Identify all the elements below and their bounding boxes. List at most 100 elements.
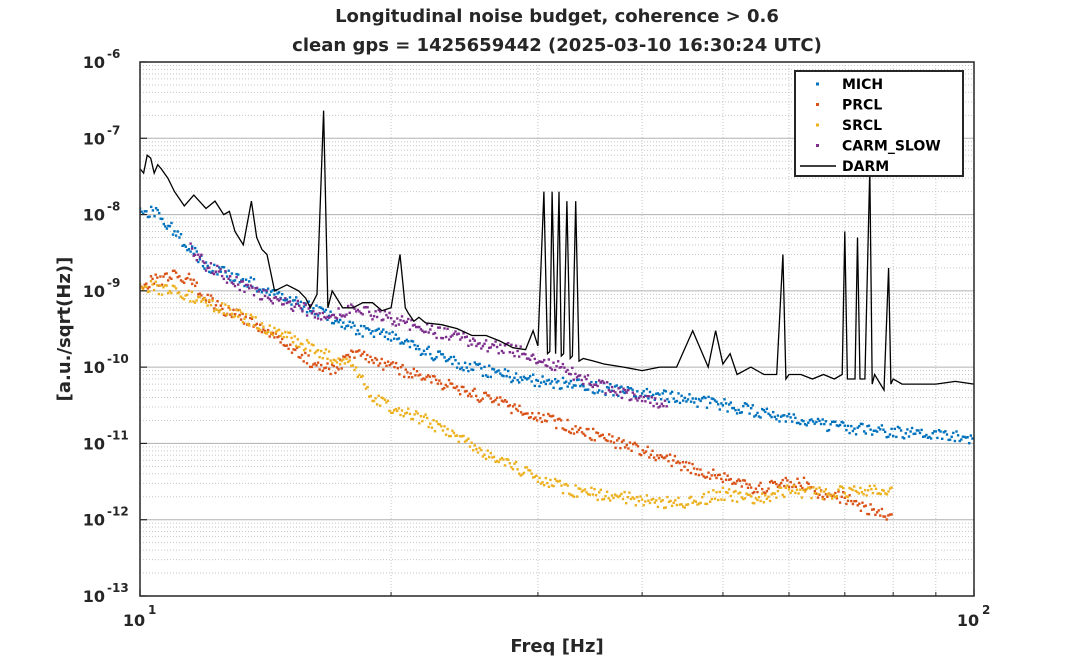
data-point xyxy=(298,345,301,348)
data-point xyxy=(802,419,805,423)
data-point xyxy=(689,495,693,499)
data-point xyxy=(867,424,871,427)
y-tick-exponent: -7 xyxy=(107,123,120,137)
data-point xyxy=(170,221,173,225)
data-point xyxy=(525,357,529,360)
data-point xyxy=(783,495,786,499)
data-point xyxy=(334,359,337,362)
data-point xyxy=(323,315,326,319)
data-point xyxy=(241,280,245,283)
data-point xyxy=(232,282,235,286)
data-point xyxy=(211,299,214,302)
data-point xyxy=(854,499,858,503)
data-point xyxy=(291,309,295,312)
data-point xyxy=(544,476,547,480)
data-point xyxy=(463,361,467,364)
data-point xyxy=(600,434,603,437)
data-point xyxy=(681,461,685,464)
data-point xyxy=(255,327,259,330)
data-point xyxy=(712,397,715,401)
data-point xyxy=(492,368,496,371)
data-point xyxy=(808,487,812,490)
data-point xyxy=(472,368,475,372)
data-point xyxy=(393,337,396,340)
data-point xyxy=(561,492,565,495)
data-point xyxy=(696,503,699,506)
data-point xyxy=(688,393,691,396)
data-point xyxy=(406,371,409,374)
data-point xyxy=(284,330,287,334)
data-point xyxy=(816,496,820,499)
data-point xyxy=(674,499,677,502)
data-point xyxy=(823,422,826,426)
data-point xyxy=(811,420,815,423)
data-point xyxy=(516,409,520,412)
data-point xyxy=(342,355,345,358)
data-point xyxy=(691,501,694,504)
data-point xyxy=(337,321,340,324)
data-point xyxy=(831,420,834,423)
data-point xyxy=(282,335,285,339)
data-point xyxy=(268,324,271,327)
data-point xyxy=(361,374,364,378)
data-point xyxy=(590,438,593,441)
data-point xyxy=(871,508,874,511)
data-point xyxy=(500,456,504,460)
data-point xyxy=(550,368,554,371)
data-point xyxy=(462,369,465,372)
data-point xyxy=(601,433,604,436)
data-point xyxy=(607,386,610,389)
data-point xyxy=(582,432,585,436)
data-point xyxy=(419,353,423,356)
data-point xyxy=(956,434,960,437)
data-point xyxy=(731,499,734,502)
data-point xyxy=(343,327,347,330)
data-point xyxy=(218,266,221,269)
data-point xyxy=(257,290,260,293)
data-point xyxy=(408,328,412,331)
data-point xyxy=(602,497,606,501)
data-point xyxy=(216,273,219,276)
data-point xyxy=(888,433,892,436)
data-point xyxy=(407,340,410,343)
data-point xyxy=(159,217,162,220)
data-point xyxy=(276,336,279,339)
data-point xyxy=(371,399,374,403)
data-point xyxy=(511,379,515,382)
data-point xyxy=(316,361,320,364)
data-point xyxy=(486,394,489,397)
data-point xyxy=(463,440,467,443)
data-point xyxy=(688,496,691,500)
data-point xyxy=(658,393,661,396)
data-point xyxy=(480,367,483,370)
data-point xyxy=(335,317,339,320)
data-point xyxy=(552,361,555,364)
data-point xyxy=(339,363,342,366)
data-point xyxy=(860,491,864,494)
data-point xyxy=(302,349,306,352)
data-point xyxy=(290,307,293,311)
data-point xyxy=(259,298,262,301)
data-point xyxy=(838,485,842,488)
data-point xyxy=(313,362,317,365)
data-point xyxy=(268,298,271,301)
data-point xyxy=(831,497,834,500)
data-point xyxy=(346,304,350,308)
data-point xyxy=(407,317,410,321)
data-point xyxy=(236,308,240,312)
data-point xyxy=(797,421,800,425)
data-point xyxy=(715,400,718,403)
data-point xyxy=(768,414,772,417)
data-point xyxy=(577,487,580,490)
data-point xyxy=(853,485,856,488)
data-point xyxy=(516,349,519,353)
data-point xyxy=(351,321,355,324)
data-point xyxy=(321,311,324,315)
data-point xyxy=(620,396,624,400)
data-point xyxy=(503,344,507,347)
data-point xyxy=(625,391,628,394)
data-point xyxy=(145,282,148,285)
data-point xyxy=(596,391,599,394)
data-point xyxy=(936,436,939,440)
